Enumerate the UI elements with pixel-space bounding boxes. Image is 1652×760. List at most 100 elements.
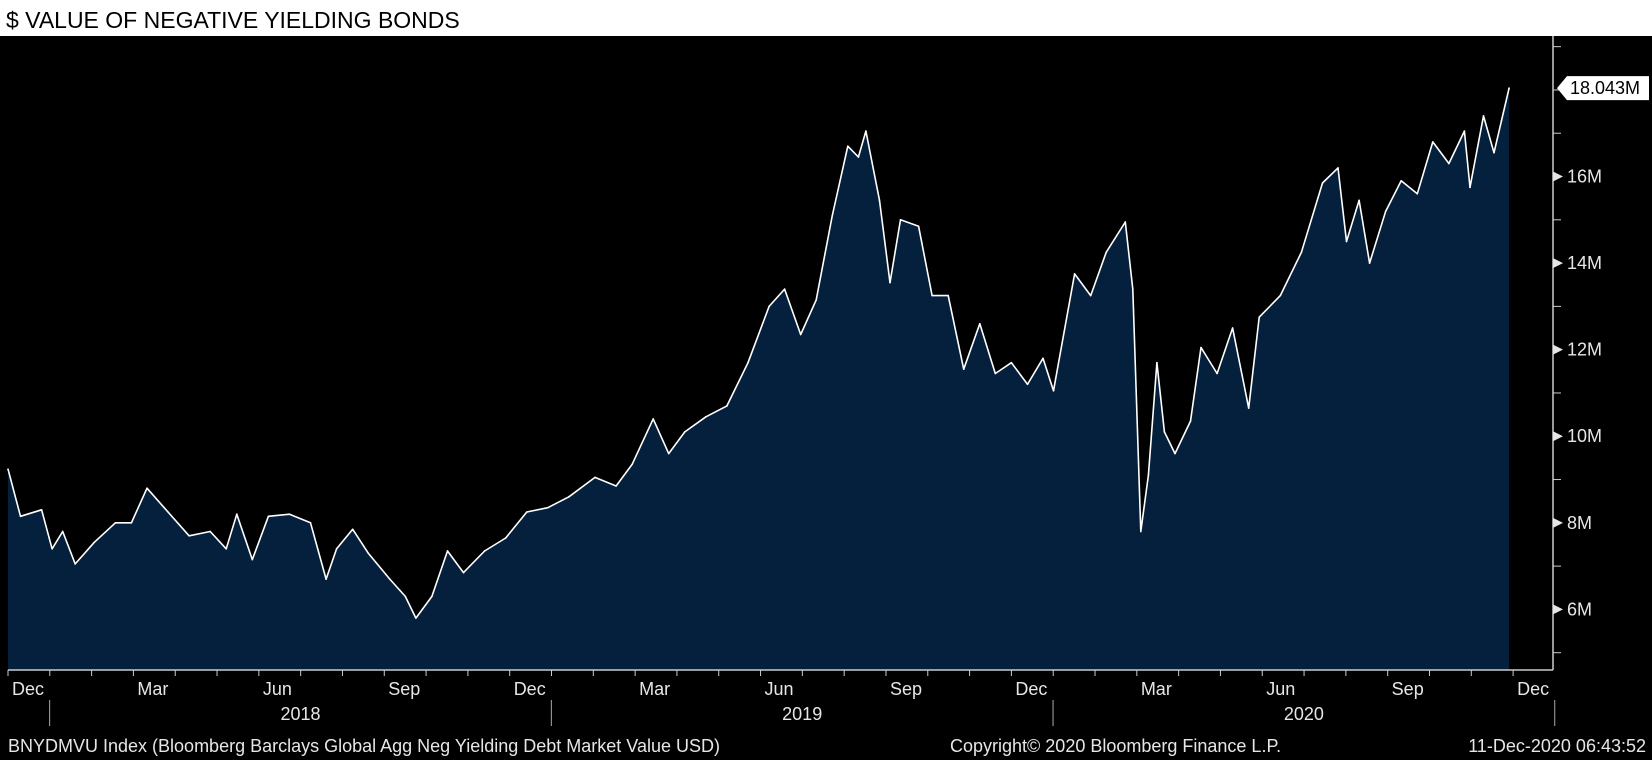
data-point xyxy=(1384,210,1387,212)
x-month-label: Dec xyxy=(12,679,44,699)
data-point xyxy=(61,530,64,533)
data-point xyxy=(768,305,770,308)
data-point xyxy=(235,513,238,515)
data-point xyxy=(188,535,190,537)
data-point xyxy=(547,506,549,509)
footer-copyright: Copyright© 2020 Bloomberg Finance L.P. xyxy=(950,736,1281,756)
data-point xyxy=(917,225,920,228)
y-tick-label: 14M xyxy=(1567,253,1602,273)
data-point xyxy=(631,463,633,466)
x-month-label: Mar xyxy=(1141,679,1172,699)
x-month-label: Sep xyxy=(388,679,420,699)
data-point xyxy=(335,547,338,550)
data-point xyxy=(865,130,867,132)
data-point xyxy=(51,547,53,550)
data-point xyxy=(130,522,133,524)
data-point xyxy=(404,595,407,598)
last-value-label: 18.043M xyxy=(1570,78,1640,98)
y-tick-label: 10M xyxy=(1567,426,1602,446)
data-point xyxy=(683,431,686,433)
data-point xyxy=(1052,389,1055,392)
data-point xyxy=(615,485,617,487)
data-point xyxy=(114,522,117,524)
y-tick-marker xyxy=(1553,517,1563,528)
data-point xyxy=(1258,316,1261,319)
y-tick-label: 8M xyxy=(1567,513,1592,533)
data-point xyxy=(1231,327,1234,329)
y-tick-marker xyxy=(1553,344,1563,355)
data-point xyxy=(994,372,997,375)
x-month-label: Dec xyxy=(514,679,546,699)
y-tick-label: 12M xyxy=(1567,340,1602,360)
data-point xyxy=(1147,474,1150,477)
data-point xyxy=(1216,372,1218,375)
data-point xyxy=(1508,87,1510,89)
data-point xyxy=(1156,361,1158,364)
last-value-tag xyxy=(1557,76,1649,101)
data-point xyxy=(1247,407,1250,409)
data-point xyxy=(799,333,802,336)
data-point xyxy=(847,145,849,148)
data-point xyxy=(667,452,670,455)
data-point xyxy=(705,415,707,418)
data-point xyxy=(288,513,291,515)
data-point xyxy=(1163,431,1166,433)
axes-group: 6M 8M 10M 12M 14M 16M 18.043M Dec Mar Jun Sep Dec Ma… xyxy=(7,36,1649,726)
data-point xyxy=(1010,361,1013,364)
chart-title: $ VALUE OF NEGATIVE YIELDING BONDS xyxy=(6,7,460,33)
x-month-label: Dec xyxy=(1015,679,1047,699)
data-point xyxy=(1500,119,1503,122)
data-point xyxy=(1200,346,1202,349)
data-point xyxy=(167,511,169,513)
data-point xyxy=(225,547,228,550)
data-point xyxy=(568,496,570,498)
data-point xyxy=(889,281,891,284)
data-point xyxy=(1132,288,1134,290)
data-point xyxy=(309,522,312,524)
x-month-label: Jun xyxy=(1266,679,1295,699)
data-point xyxy=(1124,221,1127,223)
data-point xyxy=(1400,180,1403,182)
series-line xyxy=(7,87,1510,619)
data-point xyxy=(962,368,965,370)
data-point xyxy=(931,294,933,297)
y-tick-marker xyxy=(1553,171,1563,182)
data-point xyxy=(388,578,391,580)
data-point xyxy=(146,487,148,489)
data-point xyxy=(1174,452,1176,455)
data-point xyxy=(594,476,596,479)
data-point xyxy=(1368,262,1371,264)
data-point xyxy=(1321,182,1324,184)
data-point xyxy=(652,418,654,420)
data-point xyxy=(783,288,786,290)
data-point xyxy=(947,294,949,297)
data-point xyxy=(462,571,465,574)
x-year-label: 2018 xyxy=(280,704,320,724)
data-point xyxy=(1432,141,1434,143)
data-point xyxy=(1073,273,1076,275)
data-point xyxy=(1042,357,1044,360)
data-point xyxy=(1337,167,1339,169)
data-point xyxy=(446,550,449,552)
series-area xyxy=(8,88,1510,671)
data-point xyxy=(1358,199,1360,202)
data-point xyxy=(1105,251,1108,254)
data-point xyxy=(525,511,528,513)
x-year-label: 2019 xyxy=(782,704,822,724)
data-point xyxy=(857,156,860,158)
x-month-label: Dec xyxy=(1517,679,1549,699)
data-point xyxy=(1300,251,1303,254)
data-point xyxy=(415,617,417,619)
data-point xyxy=(40,509,43,511)
footer-source: BNYDMVU Index (Bloomberg Barclays Global… xyxy=(8,736,720,756)
data-point xyxy=(351,528,354,531)
footer-timestamp: 11-Dec-2020 06:43:52 xyxy=(1468,736,1646,756)
data-point xyxy=(1089,294,1092,297)
data-point xyxy=(1493,151,1495,154)
data-point xyxy=(93,541,96,544)
x-year-label: 2020 xyxy=(1284,704,1324,724)
data-point xyxy=(7,468,9,470)
y-tick-label: 6M xyxy=(1567,599,1592,619)
data-point xyxy=(367,552,370,554)
